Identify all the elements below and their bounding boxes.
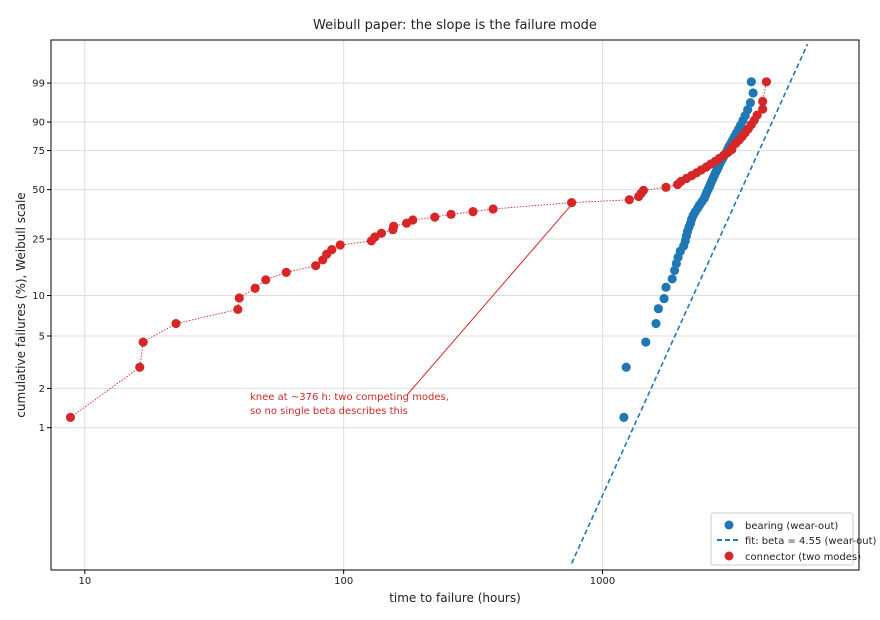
connector-point (281, 267, 291, 277)
connector-point (488, 204, 498, 214)
legend-marker-connector (724, 551, 734, 561)
bearing-point (746, 77, 756, 87)
x-tick-label: 10 (78, 576, 91, 587)
connector-point (250, 283, 260, 293)
connector-point (430, 212, 440, 222)
connector-point (171, 318, 181, 329)
y-tick-label: 10 (32, 291, 45, 302)
x-tick-label: 100 (334, 576, 353, 587)
bearing-point (743, 105, 753, 115)
connector-point (468, 207, 478, 217)
connector-point (376, 228, 387, 238)
connector-point (311, 261, 321, 271)
y-tick-label: 1 (39, 423, 45, 434)
connector-point (261, 275, 271, 285)
chart-title: Weibull paper: the slope is the failure … (313, 18, 597, 33)
y-tick-label: 25 (32, 235, 45, 246)
y-axis-label: cumulative failures (%), Weibull scale (14, 192, 28, 417)
legend-label-connector: connector (two modes) (745, 552, 861, 563)
y-tick-label: 90 (32, 118, 45, 129)
legend-box (710, 512, 854, 566)
connector-point (752, 110, 762, 120)
x-axis-label: time to failure (hours) (389, 591, 521, 605)
y-tick-label: 5 (39, 332, 45, 343)
plot-frame (50, 39, 860, 571)
connector-point (761, 77, 772, 87)
legend: bearing (wear-out) fit: beta = 4.55 (wea… (710, 512, 877, 566)
connector-point (389, 221, 399, 231)
legend-marker-bearing (724, 520, 734, 530)
connector-point (624, 195, 634, 205)
bearing-point (745, 98, 756, 108)
connector-point (138, 337, 148, 347)
bearing-point (661, 282, 671, 292)
connector-point (758, 104, 768, 114)
connector-point (408, 215, 418, 225)
bearing-point (621, 362, 631, 372)
y-tick-label: 2 (39, 384, 45, 395)
legend-label-bearing: bearing (wear-out) (745, 521, 838, 532)
bearing-point (619, 412, 629, 422)
y-tick-label: 50 (32, 185, 45, 196)
connector-point (234, 293, 244, 303)
bearing-point (748, 88, 758, 98)
annotation-line-1: knee at ~376 h: two competing modes, (250, 392, 449, 403)
grid-lines (51, 40, 859, 570)
x-axis-ticks: 10 100 1000 (78, 570, 615, 587)
bearing-point (651, 318, 661, 329)
connector-point (638, 185, 649, 195)
y-tick-label: 75 (32, 146, 45, 157)
bearing-point (641, 337, 651, 347)
connector-point (446, 209, 456, 219)
annotation-arrow (406, 204, 572, 396)
bearing-point (653, 304, 664, 314)
plot-area-marks (65, 43, 809, 564)
connector-point (758, 96, 768, 106)
x-tick-label: 1000 (590, 576, 615, 587)
connector-point (233, 304, 243, 315)
connector-point (335, 240, 345, 250)
connector-point (135, 362, 145, 372)
connector-point (327, 245, 337, 255)
connector-trend-line (70, 81, 767, 418)
connector-point (65, 412, 76, 422)
bearing-point (659, 293, 669, 304)
annotation-line-2: so no single beta describes this (250, 406, 408, 417)
y-tick-label: 99 (32, 79, 45, 90)
connector-point (567, 197, 577, 208)
legend-label-fit: fit: beta = 4.55 (wear-out) (745, 536, 877, 547)
fit-line (570, 43, 809, 564)
bearing-point (667, 274, 677, 284)
bearing-point (670, 265, 680, 275)
connector-point (661, 182, 671, 192)
annotation: knee at ~376 h: two competing modes, so … (250, 204, 572, 417)
